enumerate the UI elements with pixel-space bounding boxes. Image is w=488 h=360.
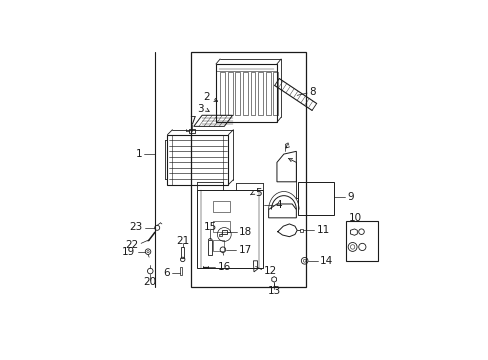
Text: 13: 13 (267, 286, 280, 296)
Bar (196, 190, 263, 268)
Text: 9: 9 (346, 192, 353, 202)
Text: 18: 18 (239, 227, 252, 237)
Bar (208, 240, 212, 255)
Bar (297, 182, 333, 215)
Text: 21: 21 (176, 235, 189, 246)
Bar (235, 72, 240, 115)
Text: 11: 11 (316, 225, 329, 235)
Bar (216, 64, 276, 122)
Bar (191, 51, 305, 287)
Text: 16: 16 (217, 262, 230, 272)
Bar (220, 72, 224, 115)
Bar (189, 129, 195, 133)
Text: 1: 1 (135, 149, 142, 159)
Text: 12: 12 (264, 266, 277, 275)
Bar (243, 72, 247, 115)
Bar (213, 240, 224, 251)
Text: 23: 23 (129, 222, 142, 232)
Text: 2: 2 (203, 92, 209, 102)
Bar (213, 221, 229, 232)
Bar (265, 72, 270, 115)
Bar (346, 221, 377, 261)
Text: 7: 7 (188, 116, 195, 126)
Text: 15: 15 (203, 222, 217, 232)
Text: 4: 4 (274, 201, 281, 210)
Bar (180, 267, 182, 275)
Text: 20: 20 (143, 278, 157, 287)
Text: 8: 8 (309, 87, 315, 97)
Bar (218, 234, 221, 236)
Text: 19: 19 (122, 247, 135, 257)
Text: 3: 3 (197, 104, 203, 114)
Text: 5: 5 (255, 188, 261, 198)
Text: 10: 10 (348, 213, 361, 223)
Text: 14: 14 (319, 256, 332, 266)
Text: 17: 17 (238, 245, 251, 255)
Bar (222, 230, 226, 234)
Text: 6: 6 (163, 268, 170, 278)
Bar (250, 72, 255, 115)
Bar (258, 72, 263, 115)
Bar (273, 72, 278, 115)
Bar (213, 201, 229, 212)
Text: 22: 22 (125, 240, 139, 250)
Bar (299, 229, 303, 232)
Bar (181, 247, 183, 258)
Bar (227, 72, 232, 115)
